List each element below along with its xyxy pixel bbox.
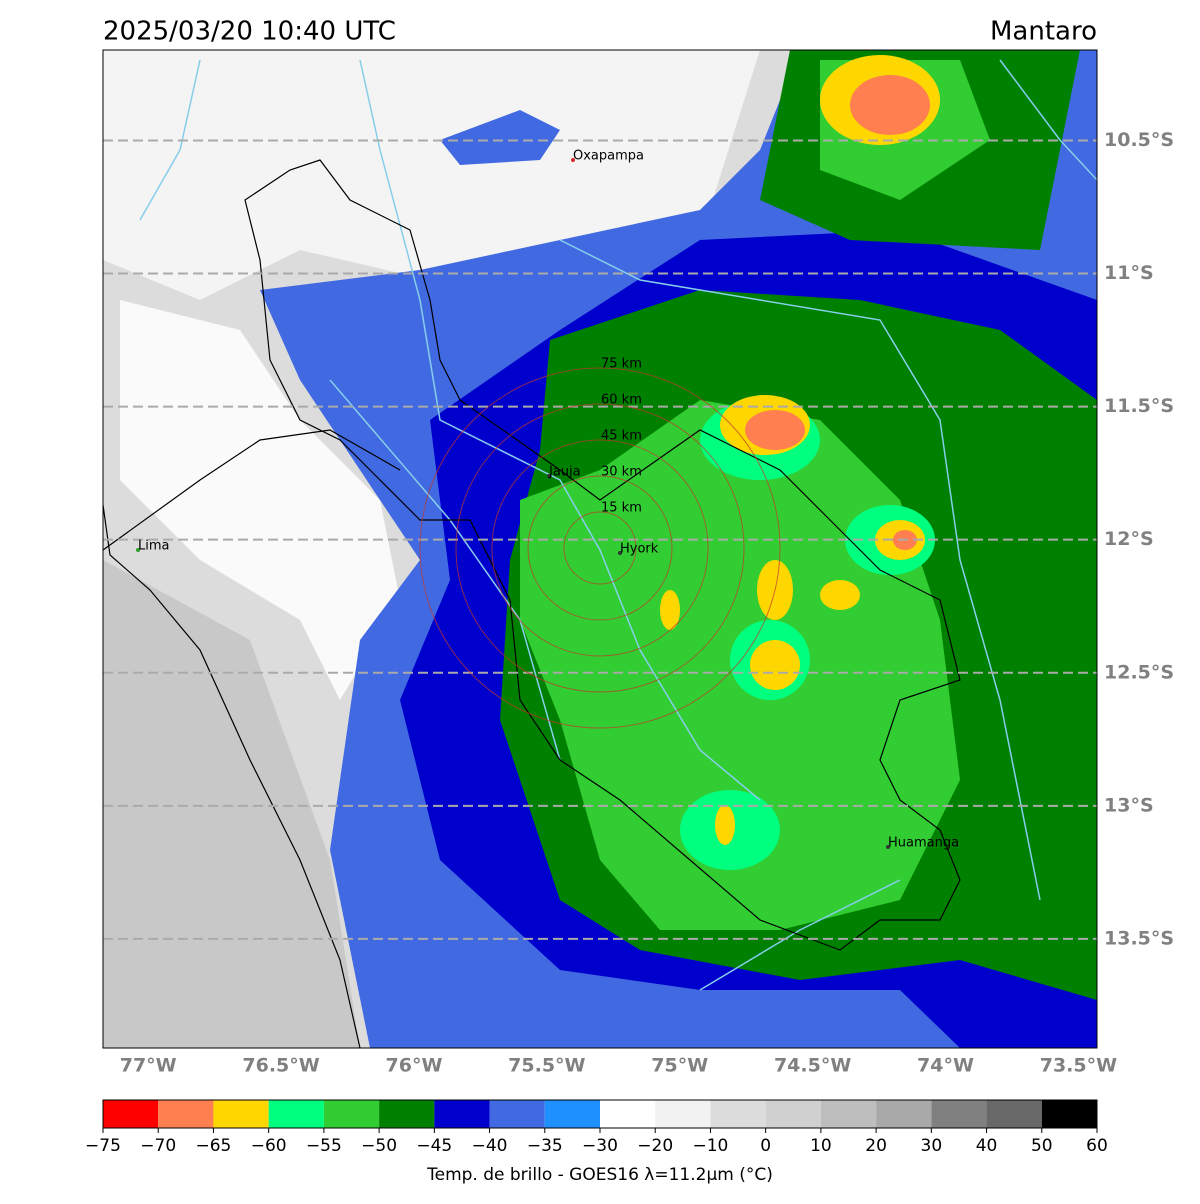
- colorbar-tick-label: −10: [692, 1136, 728, 1156]
- ring-label: 60 km: [601, 393, 642, 408]
- ring-label: 15 km: [601, 501, 642, 516]
- place-marker: [618, 551, 622, 555]
- lat-label: 10.5°S: [1104, 129, 1174, 151]
- range-ring: [527, 475, 673, 621]
- place-label: Lima: [138, 539, 169, 554]
- colorbar-bin: [323, 1100, 380, 1128]
- colorbar-bin: [158, 1100, 214, 1128]
- colorbar-tick-label: −60: [251, 1136, 287, 1156]
- place-label: Hyork: [620, 542, 659, 557]
- colorbar-bin: [765, 1100, 821, 1128]
- place-marker: [547, 474, 551, 478]
- colorbar-tick-label: −35: [527, 1136, 563, 1156]
- place-marker: [136, 548, 140, 552]
- lat-label: 11.5°S: [1104, 395, 1174, 417]
- lon-label: 75.5°W: [508, 1055, 585, 1077]
- colorbar-tick-label: 50: [1031, 1136, 1053, 1156]
- place-marker: [571, 158, 575, 162]
- colorbar-bin: [213, 1100, 269, 1128]
- lon-label: 74°W: [917, 1055, 974, 1077]
- region-name: Mantaro: [990, 17, 1097, 47]
- colorbar-bin: [655, 1100, 711, 1128]
- range-ring: [491, 439, 709, 657]
- ring-label: 30 km: [601, 465, 642, 480]
- lat-label: 13.5°S: [1104, 927, 1174, 949]
- colorbar-tick-label: −40: [472, 1136, 508, 1156]
- colorbar-tick-label: 60: [1086, 1136, 1108, 1156]
- map-frame: [102, 49, 1098, 1049]
- place-label: Huamanga: [888, 836, 959, 851]
- place-label: Oxapampa: [573, 149, 644, 164]
- colorbar-tick-label: −70: [140, 1136, 176, 1156]
- lat-label: 12°S: [1104, 528, 1154, 550]
- lat-label: 13°S: [1104, 794, 1154, 816]
- colorbar-bin: [1041, 1100, 1097, 1128]
- colorbar-tick-label: −45: [416, 1136, 452, 1156]
- range-ring: [455, 403, 745, 693]
- colorbar-bin: [710, 1100, 766, 1128]
- range-ring: [419, 367, 781, 729]
- lon-label: 76°W: [386, 1055, 443, 1077]
- colorbar-bin: [931, 1100, 987, 1128]
- colorbar-bin: [876, 1100, 932, 1128]
- colorbar-bin: [103, 1100, 159, 1128]
- place-marker: [886, 845, 890, 849]
- overlay: 15 km 30 km 45 km 60 km 75 km Oxapampa Lima Jau…: [136, 149, 959, 851]
- lon-label: 73.5°W: [1040, 1055, 1117, 1077]
- colorbar-tick-label: −30: [582, 1136, 618, 1156]
- ring-label: 45 km: [601, 429, 642, 444]
- colorbar-tick-label: 30: [921, 1136, 943, 1156]
- lat-label: 11°S: [1104, 262, 1154, 284]
- colorbar-bin: [434, 1100, 490, 1128]
- colorbar-tick-label: 20: [865, 1136, 887, 1156]
- lat-label: 12.5°S: [1104, 661, 1174, 683]
- colorbar-bin: [544, 1100, 600, 1128]
- place-label: Jauja: [548, 465, 581, 480]
- grid: 10.5°S 11°S 11.5°S 12°S 12.5°S 13°S 13.5°S 77°W…: [103, 129, 1174, 1077]
- title: 2025/03/20 10:40 UTC: [103, 17, 396, 47]
- ring-label: 75 km: [601, 357, 642, 372]
- colorbar-tick-label: 0: [760, 1136, 771, 1156]
- colorbar-tick-label: 40: [976, 1136, 998, 1156]
- colorbar-bin: [489, 1100, 545, 1128]
- colorbar-bin: [600, 1100, 656, 1128]
- lon-label: 76.5°W: [242, 1055, 319, 1077]
- colorbar-bin: [986, 1100, 1042, 1128]
- range-ring: [563, 511, 637, 585]
- colorbar-tick-label: 10: [810, 1136, 832, 1156]
- colorbar-bin: [379, 1100, 435, 1128]
- colorbar-label: Temp. de brillo - GOES16 λ=11.2μm (°C): [426, 1165, 773, 1185]
- map-imagery: [103, 50, 1097, 1048]
- colorbar-tick-label: −65: [195, 1136, 231, 1156]
- colorbar-tick-label: −55: [306, 1136, 342, 1156]
- lon-label: 75°W: [651, 1055, 708, 1077]
- colorbar-tick-label: −75: [85, 1136, 121, 1156]
- lon-label: 77°W: [120, 1055, 177, 1077]
- colorbar: −75 −70 −65 −60 −55 −50 −45 −40 −35 −30 −20 −10 0 10 2…: [85, 1099, 1108, 1156]
- colorbar-bin: [268, 1100, 324, 1128]
- lon-label: 74.5°W: [774, 1055, 851, 1077]
- colorbar-bin: [820, 1100, 877, 1128]
- colorbar-tick-label: −20: [637, 1136, 673, 1156]
- colorbar-tick-label: −50: [361, 1136, 397, 1156]
